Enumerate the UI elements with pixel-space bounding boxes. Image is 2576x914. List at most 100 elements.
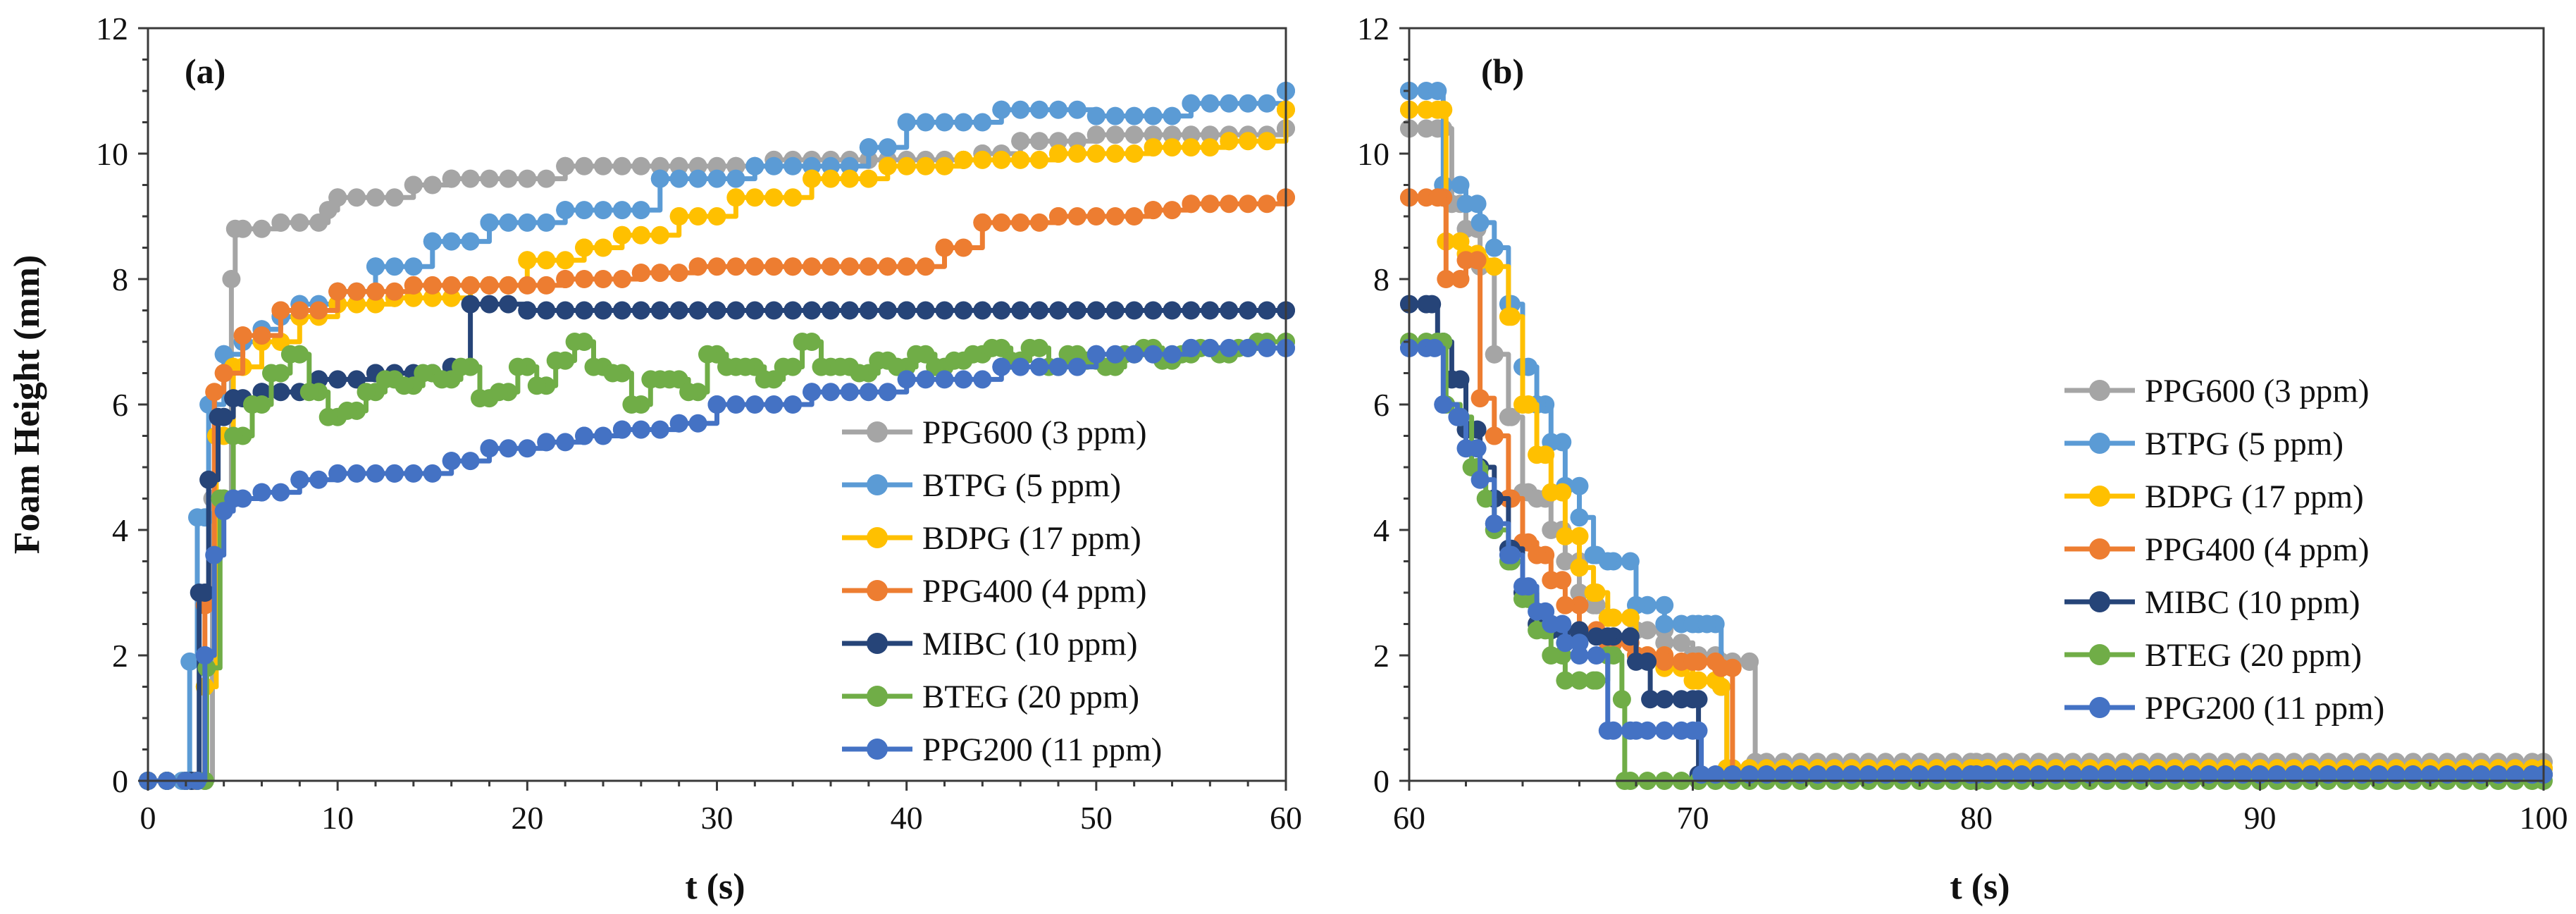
chart-a-data-point <box>271 213 290 232</box>
chart-b-series-line-bdpg <box>1409 107 2544 771</box>
chart-a-data-point <box>1106 125 1125 144</box>
chart-a-data-point <box>1011 213 1030 232</box>
chart-b-data-point <box>1570 671 1589 690</box>
chart-a-data-point <box>423 288 442 307</box>
chart-b-legend-label: BTPG (5 ppm) <box>2145 426 2343 462</box>
chart-b-data-point <box>1451 175 1470 194</box>
chart-a-data-point <box>963 345 982 364</box>
chart-b-data-point <box>1528 545 1547 564</box>
chart-a-data-point <box>594 238 612 257</box>
chart-a-data-point <box>1163 345 1182 364</box>
chart-a-data-point <box>376 370 395 389</box>
chart-b-legend-label: BTEG (20 ppm) <box>2145 637 2362 674</box>
chart-a-y-tick-label: 4 <box>112 512 128 548</box>
chart-b-data-point <box>1499 307 1518 326</box>
chart-a-data-point <box>423 276 442 295</box>
chart-a-legend-label: BTEG (20 ppm) <box>922 679 1139 715</box>
chart-a-data-point <box>575 156 594 175</box>
chart-a-data-point <box>992 357 1011 376</box>
chart-a-data-point <box>641 370 660 389</box>
chart-b-data-point <box>2267 765 2286 784</box>
chart-a-legend-label: PPG400 (4 ppm) <box>922 573 1147 610</box>
chart-a-data-point <box>225 219 244 238</box>
chart-a-data-point <box>916 156 935 175</box>
chart-a-data-point <box>707 169 726 188</box>
chart-b-legend-item: BDPG (17 ppm) <box>2064 478 2364 515</box>
chart-b-data-point <box>1448 407 1467 426</box>
chart-a-data-point <box>745 257 764 276</box>
chart-a-data-point <box>688 169 707 188</box>
chart-b-data-point <box>2386 765 2405 784</box>
chart-b-data-point <box>1528 621 1547 640</box>
chart-b-data-point <box>1598 552 1617 571</box>
chart-a-y-axis-title: Foam Height (mm) <box>7 255 47 555</box>
chart-b-data-point <box>1740 652 1759 671</box>
chart-a-data-point <box>1058 345 1077 364</box>
chart-b-data-point <box>1598 608 1617 627</box>
chart-b-data-point <box>1513 395 1532 414</box>
chart-a-legend: PPG600 (3 ppm) BTPG (5 ppm) BDPG (17 ppm) P… <box>842 414 1162 768</box>
chart-a-legend-item: BDPG (17 ppm) <box>842 520 1141 557</box>
chart-a-data-point <box>480 439 499 458</box>
chart-a-data-point <box>878 383 897 402</box>
chart-b-data-point <box>1570 558 1589 577</box>
chart-b-data-point <box>1451 270 1470 288</box>
chart-b-data-point <box>1584 583 1603 602</box>
chart-b-data-point <box>2200 765 2218 784</box>
chart-a-data-point <box>575 238 594 257</box>
chart-a-data-point <box>188 508 206 527</box>
chart-a-data-point <box>1144 301 1163 320</box>
chart-a-data-point <box>1182 194 1201 214</box>
chart-a-data-point <box>631 301 650 320</box>
chart-a-data-point <box>433 370 452 389</box>
chart-a-data-point <box>612 420 631 439</box>
chart-a-data-point <box>404 257 423 276</box>
chart-b-data-point <box>1683 671 1702 690</box>
chart-a-data-point <box>366 464 385 483</box>
chart-a-data-point <box>1220 301 1239 320</box>
chart-a-legend-item: PPG600 (3 ppm) <box>842 414 1147 451</box>
chart-a-data-point <box>688 414 707 433</box>
chart-a-data-point <box>262 364 280 383</box>
chart-a-tick-labels: 0 10 20 30 40 50 60 0 2 4 6 8 10 12 <box>96 11 1302 836</box>
chart-a-data-point <box>897 257 916 276</box>
chart-b-data-point <box>1723 765 1742 784</box>
chart-a-data-point <box>461 169 480 188</box>
chart-a-data-point <box>280 345 299 364</box>
chart-a-data-point <box>518 276 537 295</box>
chart-a-data-point <box>252 383 271 402</box>
chart-b-data-point <box>1542 615 1561 634</box>
chart-a-data-point <box>840 383 859 402</box>
chart-b-data-point <box>2131 765 2150 784</box>
chart-a-data-point <box>859 169 878 188</box>
chart-a-data-point <box>916 301 935 320</box>
chart-a-data-point <box>688 207 707 226</box>
chart-b-data-point <box>1485 426 1504 445</box>
chart-a-data-point <box>518 439 537 458</box>
chart-a-data-point <box>328 464 347 483</box>
chart-a-data-point <box>859 257 878 276</box>
chart-a-data-point <box>214 364 233 383</box>
chart-a-series-ppg200 <box>139 338 1295 790</box>
chart-a-x-axis-title: t (s) <box>685 867 745 907</box>
chart-b-data-point <box>1556 671 1575 690</box>
chart-a-legend-label: PPG200 (11 ppm) <box>922 731 1162 768</box>
chart-a-data-point <box>945 351 963 370</box>
chart-b: 60 70 80 90 100 0 2 4 6 8 10 12 (b) t (s) PPG600 (3… <box>1357 11 2568 907</box>
chart-b-data-point <box>1612 690 1631 709</box>
chart-a-data-point <box>442 276 461 295</box>
chart-b-data-point <box>2081 765 2099 784</box>
chart-a-series <box>139 82 1295 790</box>
chart-a-data-point <box>745 301 764 320</box>
chart-b-data-point <box>2353 765 2372 784</box>
chart-a-y-tick-label: 0 <box>112 763 128 799</box>
chart-b-data-point <box>2472 765 2491 784</box>
chart-a-data-point <box>622 395 641 414</box>
chart-a-data-point <box>518 301 537 320</box>
chart-a-legend-item: BTPG (5 ppm) <box>842 467 1121 504</box>
chart-a-data-point <box>1106 106 1125 125</box>
chart-a-data-point <box>1182 125 1201 144</box>
chart-a-data-point <box>423 232 442 251</box>
chart-a-data-point <box>1067 132 1086 151</box>
chart-a-data-point <box>461 276 480 295</box>
